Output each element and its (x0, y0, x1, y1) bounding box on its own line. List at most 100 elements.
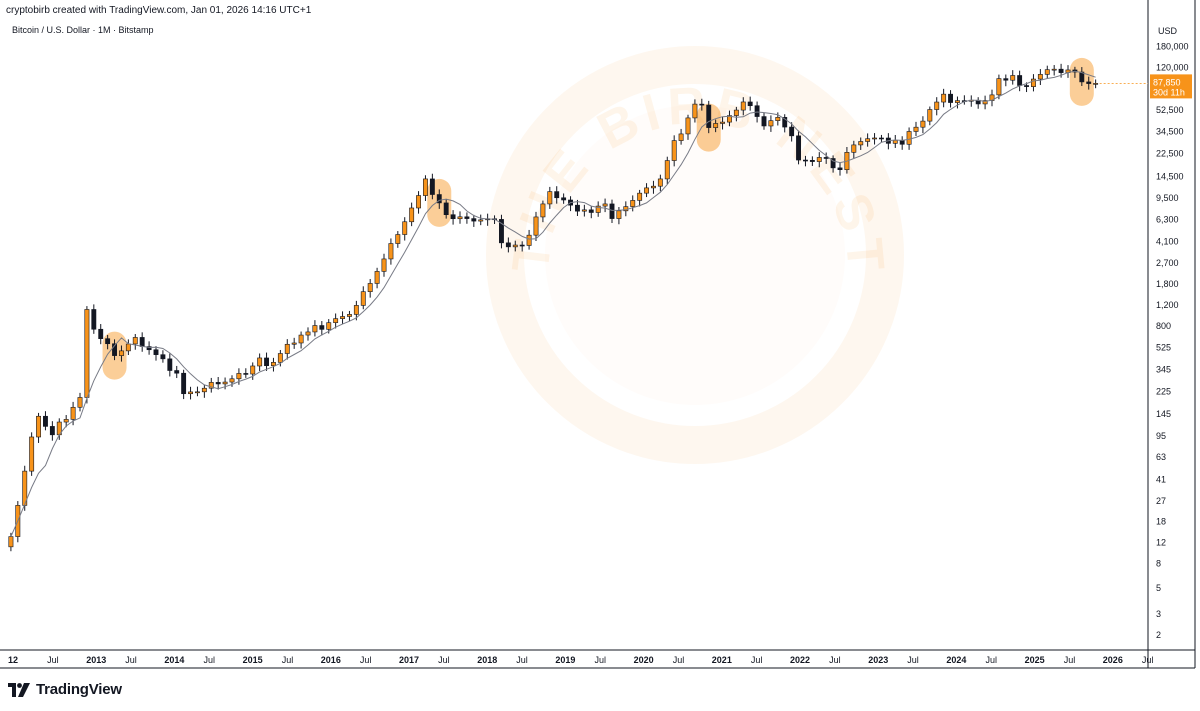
price-tick-label: 1,200 (1156, 300, 1179, 310)
candle-body (146, 346, 152, 351)
time-tick-label: 2024 (946, 655, 966, 665)
candle-body (768, 120, 774, 127)
candle-body (796, 135, 801, 161)
time-tick-label: 2020 (634, 655, 654, 665)
candle-body (353, 305, 359, 315)
candle-body (119, 350, 124, 356)
time-tick-label: 2013 (86, 655, 106, 665)
candle (388, 238, 394, 265)
price-tick-label: 95 (1156, 431, 1166, 441)
candle (63, 415, 69, 428)
candle (830, 155, 836, 173)
candle-body (291, 342, 297, 345)
time-tick-label: 2018 (477, 655, 497, 665)
candle (1051, 65, 1057, 76)
candle-body (374, 271, 380, 284)
candle (823, 152, 829, 164)
time-tick-label: Jul (282, 655, 294, 665)
candle (505, 237, 511, 253)
candle (409, 202, 415, 227)
moving-average-layer (10, 70, 1096, 537)
candle (761, 112, 767, 130)
candle (416, 191, 421, 214)
time-tick-label: Jul (673, 655, 685, 665)
candle-body (706, 104, 712, 128)
candle (167, 353, 173, 377)
candle (713, 119, 719, 133)
candle (395, 231, 401, 248)
candle-body (858, 141, 864, 146)
candle-body (740, 101, 746, 111)
candle (84, 306, 90, 404)
candle (1065, 65, 1071, 78)
price-tick-label: 180,000 (1156, 41, 1189, 51)
candle (941, 88, 947, 108)
candle-body (409, 207, 415, 223)
candle (678, 128, 684, 145)
price-tag-value: 87,850 (1153, 77, 1181, 87)
price-tick-label: 525 (1156, 343, 1171, 353)
candle-body (423, 178, 428, 196)
time-tick-label: 2015 (243, 655, 263, 665)
price-tick-label: 18 (1156, 517, 1166, 527)
time-tick-label: Jul (595, 655, 607, 665)
candle-body (879, 137, 884, 140)
candle (892, 134, 898, 148)
candle-body (575, 204, 580, 212)
candle-body (1093, 83, 1099, 85)
candle (872, 133, 877, 145)
candle (982, 95, 988, 110)
candle (588, 206, 594, 219)
price-tick-label: 6,300 (1156, 214, 1179, 224)
candle (657, 174, 663, 192)
candle-body (298, 334, 304, 344)
candle-body (761, 116, 767, 127)
symbol-legend[interactable]: Bitcoin / U.S. Dollar · 1M · Bitstamp (12, 25, 154, 35)
time-tick-label: Jul (1064, 655, 1076, 665)
candle-body (775, 117, 781, 121)
candle-body (727, 115, 732, 123)
candle (706, 100, 712, 134)
candle (1079, 67, 1085, 86)
candle-body (388, 243, 394, 260)
time-tick-label: 2022 (790, 655, 810, 665)
candle-body (533, 216, 539, 236)
candle (1031, 74, 1036, 92)
time-tick-label: Jul (1142, 655, 1154, 665)
candle-body (609, 203, 615, 219)
tradingview-brand[interactable]: TradingView (8, 681, 122, 698)
price-tag-box[interactable] (1150, 74, 1192, 99)
candle-body (464, 216, 470, 219)
candle-body (1051, 68, 1057, 71)
candle-body (519, 244, 525, 247)
candle (160, 350, 166, 363)
time-tick-label: Jul (829, 655, 841, 665)
price-tick-label: 27 (1156, 496, 1166, 506)
candle-body (98, 328, 104, 339)
candle (112, 339, 117, 361)
candle (201, 384, 207, 398)
price-axis-currency[interactable]: USD (1158, 26, 1178, 36)
candle (429, 173, 435, 200)
candle-body (512, 244, 518, 248)
candle-body (457, 216, 463, 220)
price-tag-countdown: 30d 11h (1153, 87, 1185, 97)
time-tick-label: Jul (751, 655, 763, 665)
candle-body (1017, 75, 1023, 86)
candle-body (153, 349, 159, 355)
candle (188, 386, 193, 400)
candle (602, 198, 608, 213)
moving-average-line (10, 70, 1096, 537)
time-tick-label: 2016 (321, 655, 341, 665)
candle-body (132, 337, 138, 345)
candle-body (312, 325, 318, 333)
candle-body (554, 191, 560, 199)
candle-body (899, 140, 905, 145)
price-tick-label: 22,500 (1156, 149, 1184, 159)
candle-body (84, 309, 90, 398)
candle-body (91, 309, 97, 330)
candle-body (478, 219, 484, 222)
candle-body (1003, 78, 1009, 81)
candle-body (1086, 81, 1092, 84)
